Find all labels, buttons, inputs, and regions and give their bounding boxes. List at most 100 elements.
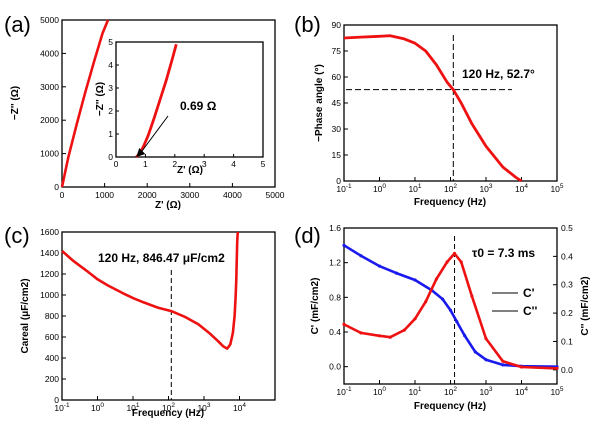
c-double-prime-point-d [377, 334, 382, 338]
c-double-prime-point-d [555, 366, 559, 370]
x-axis-label-c: Frequency (Hz) [132, 408, 204, 419]
y-axis-label-a: −Z'' (Ω) [10, 86, 21, 120]
c-prime-point-d [473, 350, 477, 354]
y-tick-label-c: 1000 [40, 290, 59, 300]
inset-y-tick-label: 5 [108, 37, 113, 47]
y-right-tick-label-d: 0.3 [561, 280, 573, 290]
c-prime-point-d [413, 278, 417, 282]
x-tick-label-d: 104 [515, 386, 528, 397]
annotation-a: 0.69 Ω [180, 99, 217, 113]
legend-label-c-prime: C' [523, 286, 535, 300]
nyquist-line-a [60, 19, 110, 188]
panel-label-a: (a) [4, 12, 31, 37]
inset-x-axis-label: Z' (Ω) [177, 165, 203, 176]
y-tick-label-c: 600 [45, 332, 59, 342]
y-tick-label-a: 2000 [40, 115, 59, 125]
x-tick-label-d: 10-1 [336, 386, 352, 397]
y-right-axis-label-d: C'' (mF/cm2) [580, 276, 591, 335]
annotation-b: 120 Hz, 52.7° [462, 67, 535, 81]
c-double-prime-point-d [445, 260, 449, 264]
c-double-prime-point-d [484, 337, 488, 341]
c-prime-point-d [501, 363, 505, 367]
c-prime-point-d [342, 243, 346, 247]
capacitance-line-c [61, 231, 240, 350]
y-tick-label-b: 75 [332, 46, 342, 56]
y-right-tick-label-d: 0.0 [561, 365, 573, 375]
inset-nyquist-line [135, 43, 178, 158]
y-axis-label-b: −Phase angle (°) [314, 64, 325, 142]
x-tick-label-d: 101 [408, 386, 421, 397]
inset-y-tick-label: 3 [108, 83, 113, 93]
panel-label-d: (d) [294, 223, 321, 248]
x-tick-label-c: 102 [162, 402, 175, 413]
c-double-prime-point-d [470, 294, 474, 298]
y-right-tick-label-d: 0.4 [561, 251, 573, 261]
x-tick-label-b: 105 [550, 183, 563, 194]
inset-y-tick-label: 0 [108, 152, 113, 162]
x-tick-label-b: 102 [444, 183, 457, 194]
c-prime-point-d [448, 308, 453, 312]
y-axis-label-c: Careal (μF/cm2) [20, 278, 31, 353]
phase-line-b [343, 34, 523, 183]
legend-label-c-double-prime: C'' [523, 304, 538, 318]
y-tick-label-b: 0 [336, 176, 341, 186]
x-tick-label-a: 0 [60, 190, 65, 200]
x-tick-label-a: 3000 [180, 190, 199, 200]
y-tick-label-a: 0 [54, 182, 59, 192]
plot-frame-b [343, 24, 558, 182]
panel-label-b: (b) [294, 12, 321, 37]
x-tick-label-c: 10-1 [54, 402, 70, 413]
inset-y-tick-label: 2 [108, 106, 113, 116]
x-axis-label-a: Z' (Ω) [155, 200, 181, 211]
c-prime-point-d [455, 320, 459, 324]
y-right-tick-label-d: 0.5 [561, 223, 573, 233]
c-double-prime-point-d [424, 300, 428, 304]
x-tick-label-c: 101 [126, 402, 139, 413]
x-tick-label-b: 101 [408, 183, 421, 194]
y-tick-label-c: 800 [45, 311, 59, 321]
x-tick-label-d: 103 [479, 386, 492, 397]
x-tick-label-d: 105 [550, 386, 563, 397]
y-tick-label-c: 400 [45, 353, 59, 363]
y-tick-label-c: 1400 [40, 248, 59, 258]
x-tick-label-b: 100 [373, 183, 386, 194]
inset-x-tick-label: 4 [231, 159, 236, 169]
y-tick-label-a: 1000 [40, 149, 59, 159]
c-double-prime-point-d [359, 331, 363, 335]
y-left-axis-label-d: C' (mF/cm2) [310, 278, 321, 335]
c-double-prime-point-d [402, 328, 406, 332]
inset-y-axis-label: −Z'' (Ω) [95, 82, 106, 116]
x-tick-label-d: 102 [444, 386, 457, 397]
x-tick-label-c: 103 [197, 402, 210, 413]
y-right-tick-label-d: 0.1 [561, 336, 573, 346]
c-prime-point-d [359, 254, 363, 258]
c-prime-point-d [484, 358, 488, 362]
x-tick-label-a: 5000 [266, 190, 285, 200]
y-left-tick-label-d: 0.4 [329, 327, 341, 337]
x-tick-label-b: 103 [479, 183, 492, 194]
c-double-prime-point-d [413, 317, 417, 321]
c-double-prime-point-d [519, 365, 524, 369]
c-double-prime-point-d [501, 359, 505, 363]
y-tick-label-c: 1600 [40, 227, 59, 237]
y-left-tick-label-d: 1.2 [329, 258, 341, 268]
y-left-tick-label-d: 0.8 [329, 292, 341, 302]
inset-x-tick-label: 3 [202, 159, 207, 169]
y-tick-label-b: 60 [332, 72, 342, 82]
c-double-prime-point-d [388, 335, 392, 339]
c-prime-point-d [377, 264, 382, 268]
plot-frame-a [61, 19, 276, 188]
c-double-prime-point-d [452, 251, 457, 256]
inset-x-tick-label: 5 [261, 159, 266, 169]
inset-x-tick-label: 0 [114, 159, 119, 169]
y-tick-label-c: 200 [45, 374, 59, 384]
y-tick-label-a: 5000 [40, 15, 59, 25]
x-tick-label-b: 104 [515, 183, 528, 194]
x-tick-label-d: 100 [373, 386, 386, 397]
annotation-d: τ0 = 7.3 ms [472, 246, 535, 260]
inset-x-tick-label: 2 [172, 159, 177, 169]
y-tick-label-c: 0 [54, 395, 59, 405]
x-tick-label-a: 1000 [95, 190, 114, 200]
c-prime-point-d [394, 271, 398, 275]
inset-y-tick-label: 1 [108, 129, 113, 139]
